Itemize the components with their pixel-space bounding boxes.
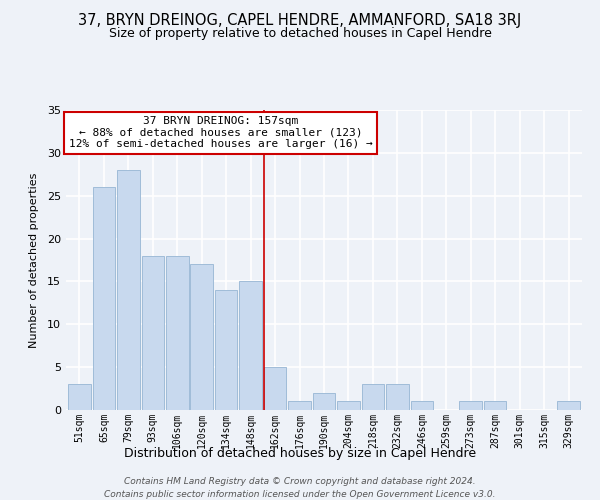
Bar bbox=[239, 282, 262, 410]
Bar bbox=[92, 187, 115, 410]
Bar bbox=[68, 384, 91, 410]
Bar bbox=[386, 384, 409, 410]
Text: 37, BRYN DREINOG, CAPEL HENDRE, AMMANFORD, SA18 3RJ: 37, BRYN DREINOG, CAPEL HENDRE, AMMANFOR… bbox=[79, 12, 521, 28]
Bar bbox=[117, 170, 140, 410]
Bar bbox=[484, 402, 506, 410]
Bar bbox=[557, 402, 580, 410]
Bar bbox=[142, 256, 164, 410]
Text: Contains public sector information licensed under the Open Government Licence v3: Contains public sector information licen… bbox=[104, 490, 496, 499]
Bar bbox=[215, 290, 238, 410]
Text: Contains HM Land Registry data © Crown copyright and database right 2024.: Contains HM Land Registry data © Crown c… bbox=[124, 478, 476, 486]
Bar bbox=[264, 367, 286, 410]
Y-axis label: Number of detached properties: Number of detached properties bbox=[29, 172, 38, 348]
Text: Size of property relative to detached houses in Capel Hendre: Size of property relative to detached ho… bbox=[109, 28, 491, 40]
Bar bbox=[313, 393, 335, 410]
Text: 37 BRYN DREINOG: 157sqm
← 88% of detached houses are smaller (123)
12% of semi-d: 37 BRYN DREINOG: 157sqm ← 88% of detache… bbox=[69, 116, 373, 149]
Bar bbox=[460, 402, 482, 410]
Bar bbox=[190, 264, 213, 410]
Bar bbox=[337, 402, 360, 410]
Bar bbox=[288, 402, 311, 410]
Bar bbox=[166, 256, 188, 410]
Bar bbox=[410, 402, 433, 410]
Text: Distribution of detached houses by size in Capel Hendre: Distribution of detached houses by size … bbox=[124, 448, 476, 460]
Bar bbox=[362, 384, 384, 410]
